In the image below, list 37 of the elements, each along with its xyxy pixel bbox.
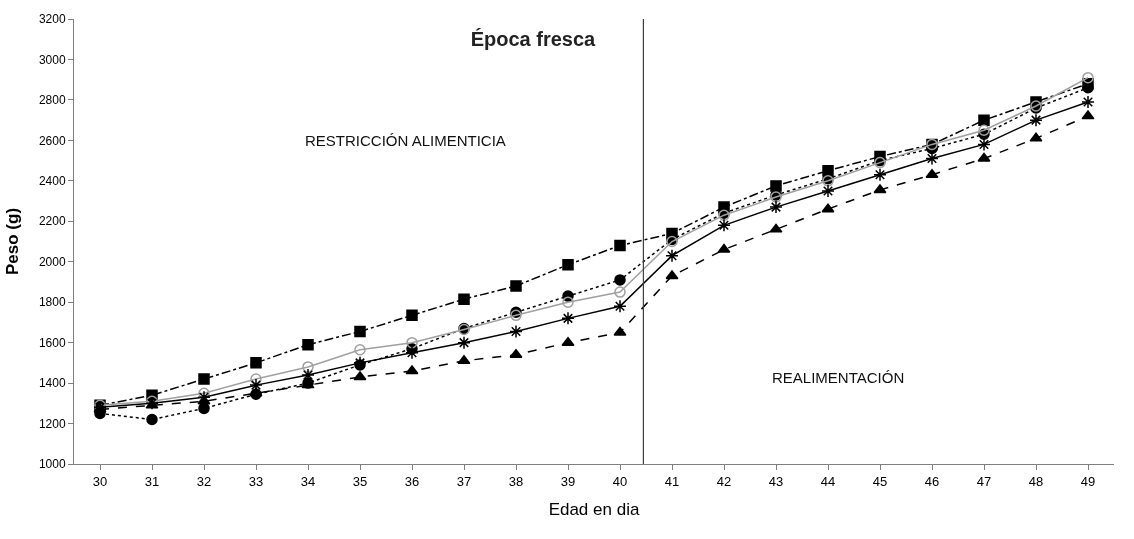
x-tick-label: 33 [248, 473, 264, 489]
y-tick-label: 1800 [38, 295, 66, 310]
y-tick-label: 2600 [38, 133, 66, 148]
x-tick-label: 40 [612, 473, 628, 489]
x-tick-label: 38 [508, 473, 524, 489]
x-tick-label: 35 [352, 473, 368, 489]
x-axis-title: Edad en dia [548, 500, 640, 519]
x-tick-label: 36 [404, 473, 420, 489]
x-tick-label: 49 [1080, 473, 1096, 489]
x-tick-label: 39 [560, 473, 576, 489]
y-tick-label: 3200 [38, 12, 66, 27]
x-tick-label: 47 [976, 473, 992, 489]
x-tick-label: 43 [768, 473, 784, 489]
x-tick-label: 44 [820, 473, 836, 489]
text: Época fresca [470, 28, 597, 51]
annotation: RESTRICCIÓN ALIMENTICIA [305, 132, 506, 149]
y-tick-label: 1200 [38, 416, 66, 431]
y-axis-title: Peso (g) [3, 207, 23, 276]
x-tick-label: 48 [1028, 473, 1044, 489]
annotation: REALIMENTACIÓN [772, 369, 905, 386]
y-tick-label: 1600 [38, 335, 66, 350]
x-tick-label: 32 [196, 473, 212, 489]
y-tick-label: 2200 [38, 214, 66, 229]
x-tick-label: 31 [144, 473, 160, 489]
x-tick-label: 34 [300, 473, 316, 489]
y-tick-label: 2000 [38, 254, 66, 269]
x-tick-label: 46 [924, 473, 940, 489]
y-tick-label: 1000 [38, 457, 66, 472]
x-tick-label: 42 [716, 473, 732, 489]
y-tick-label: 2800 [38, 93, 66, 108]
y-tick-label: 1400 [38, 376, 66, 391]
x-tick-label: 30 [92, 473, 108, 489]
x-tick-label: 41 [664, 473, 680, 489]
x-tick-label: 45 [872, 473, 888, 489]
x-tick-label: 37 [456, 473, 472, 489]
y-tick-label: 3000 [38, 52, 66, 67]
y-tick-label: 2400 [38, 174, 66, 189]
